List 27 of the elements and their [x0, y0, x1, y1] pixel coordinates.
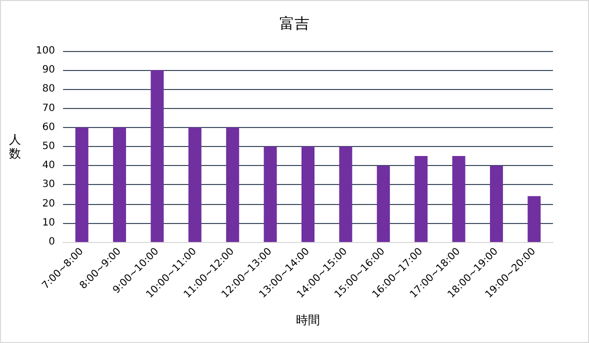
y-tick-label: 70 [42, 102, 55, 114]
y-tick-label: 20 [42, 198, 55, 210]
bar [264, 146, 277, 242]
y-tick-label: 60 [42, 122, 55, 133]
y-axis-title: 人数 [9, 132, 21, 160]
y-tick-label: 50 [42, 141, 55, 152]
y-tick-label: 40 [42, 160, 55, 172]
bar [113, 127, 126, 242]
y-tick-label: 0 [48, 236, 55, 248]
y-tick-label: 80 [42, 84, 55, 95]
bar [75, 127, 88, 242]
bar [226, 127, 240, 242]
y-tick-label: 90 [42, 64, 55, 76]
bar [339, 146, 352, 242]
bar [452, 156, 466, 242]
bar [150, 70, 164, 242]
bar [528, 196, 541, 242]
y-tick-label: 10 [42, 217, 55, 228]
bar [490, 166, 503, 242]
bar [414, 156, 428, 242]
y-tick-label: 100 [36, 46, 55, 56]
chart-title: 富吉 [280, 14, 310, 32]
bar [376, 166, 390, 242]
y-tick-label: 30 [42, 179, 55, 190]
bar [188, 127, 202, 242]
bar [302, 146, 314, 242]
x-axis-title: 時間 [296, 313, 320, 327]
